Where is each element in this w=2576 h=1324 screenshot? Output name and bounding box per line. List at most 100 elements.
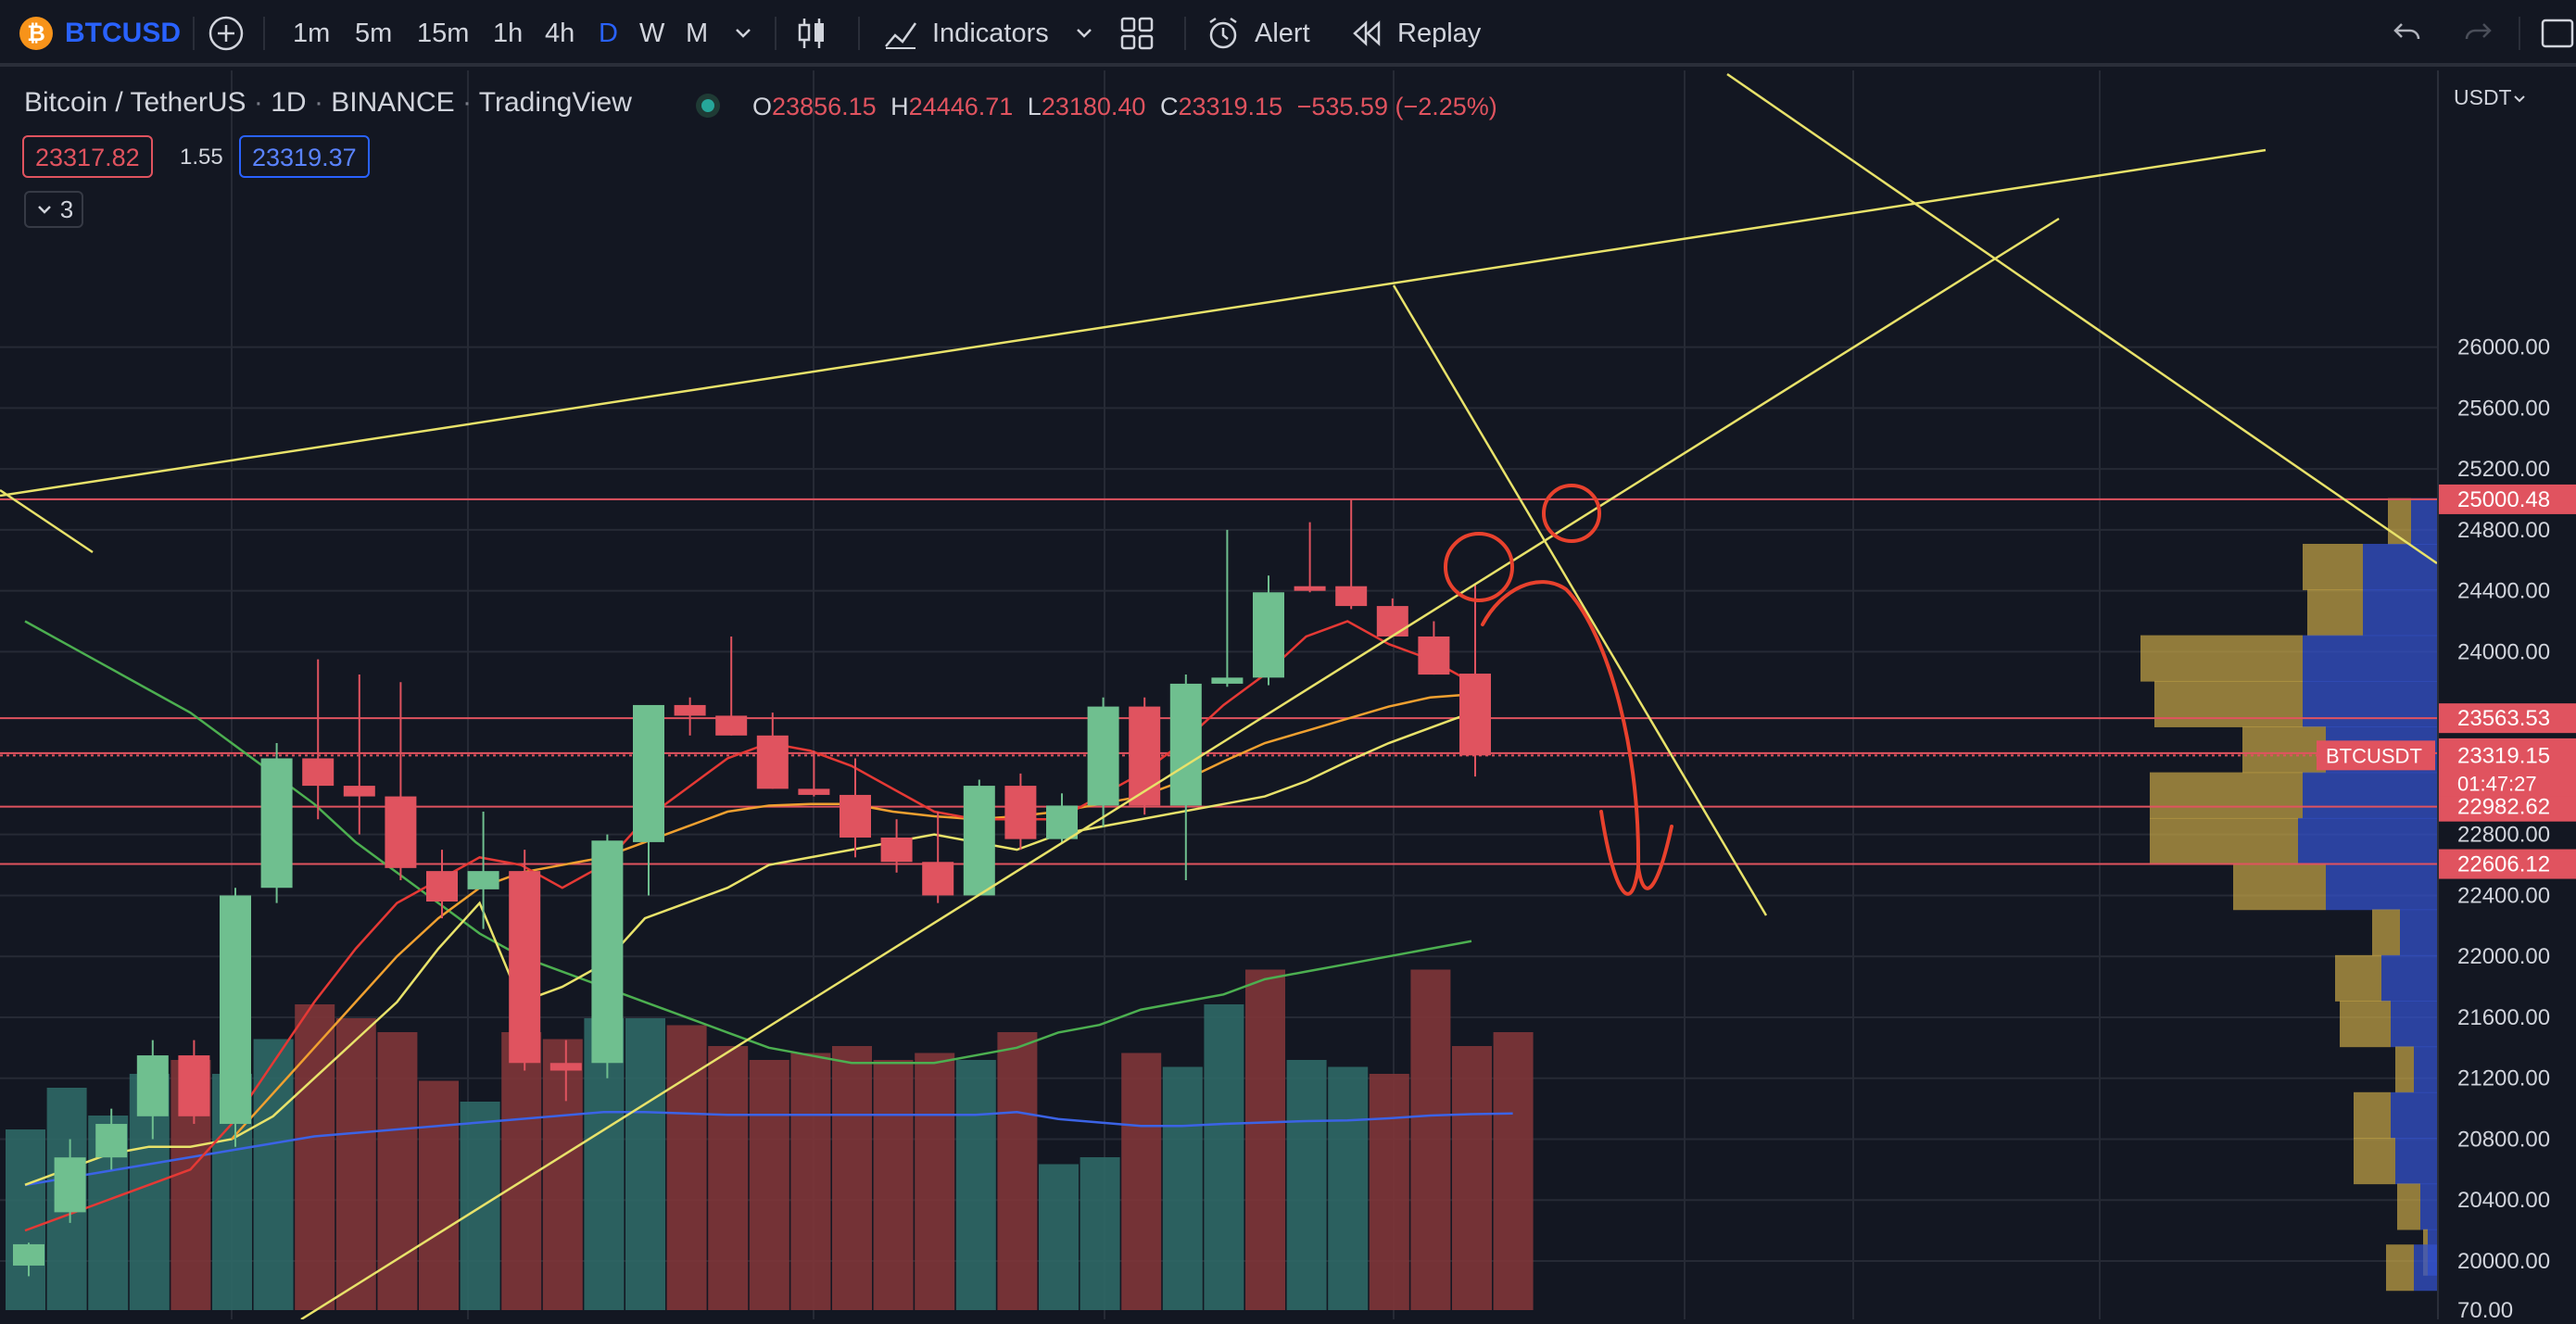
low-label: L xyxy=(1027,93,1042,120)
replay-button[interactable]: Replay xyxy=(1349,0,1481,67)
candle-body xyxy=(178,1055,210,1116)
interval-1d[interactable]: D xyxy=(599,18,618,48)
price-tick-label: 21600.00 xyxy=(2457,1005,2550,1030)
current-price-label: 23319.15 xyxy=(2457,743,2550,768)
trendline xyxy=(0,488,94,554)
volume-bar xyxy=(377,1032,418,1310)
candle-body xyxy=(136,1055,169,1116)
volume-bar xyxy=(790,1053,831,1310)
volume-profile-bar-up xyxy=(2303,772,2437,819)
interval-4h[interactable]: 4h xyxy=(545,18,575,48)
volume-profile-bar-up xyxy=(2414,1244,2437,1292)
symbol-search-button[interactable]: ₿ BTCUSD xyxy=(19,0,181,67)
volume-profile-bar-up xyxy=(2395,1138,2437,1185)
volume-profile-bar-up xyxy=(2303,635,2437,682)
volume-profile-bar-up xyxy=(2391,1091,2437,1139)
market-status-icon[interactable] xyxy=(691,89,725,122)
volume-profile-bar-value xyxy=(2303,543,2363,590)
volume-profile-bar-up xyxy=(2391,1001,2437,1048)
interval-dropdown-button[interactable] xyxy=(730,0,756,67)
candle-body xyxy=(1418,636,1450,675)
top-toolbar: ₿ BTCUSD 1m 5m 15m 1h 4h D W M Indicator… xyxy=(0,0,2576,67)
candle-body xyxy=(1004,786,1037,839)
volume-profile-bar-value xyxy=(2150,772,2303,819)
layout-icon xyxy=(2541,19,2574,48)
price-tick-label: 25600.00 xyxy=(2457,396,2550,421)
interval-1mo[interactable]: M xyxy=(686,18,709,48)
volume-bar xyxy=(1410,969,1451,1310)
price-tick-label: 24400.00 xyxy=(2457,579,2550,604)
indicators-button[interactable]: Indicators xyxy=(882,0,1049,67)
candle-body xyxy=(13,1243,44,1266)
interval-1m[interactable]: 1m xyxy=(293,18,331,48)
price-axis[interactable]: 26000.00 25600.00 25200.00 24800.00 24400.00… xyxy=(2437,70,2576,1323)
candle-body xyxy=(260,758,293,889)
volume-profile-bar-value xyxy=(2395,1046,2414,1093)
alert-button[interactable]: Alert xyxy=(1205,0,1310,67)
indicators-count: 3 xyxy=(59,195,74,223)
volume-profile-bar-value xyxy=(2372,909,2400,956)
spread-value: 1.55 xyxy=(180,145,223,170)
indicators-dropdown-button[interactable] xyxy=(1071,0,1097,67)
chart-type-button[interactable] xyxy=(793,0,830,67)
volume-bar xyxy=(915,1053,955,1310)
volume-bar xyxy=(1328,1066,1369,1310)
legend-dot: · xyxy=(253,87,271,118)
volume-bar xyxy=(749,1060,789,1310)
change-value: −535.59 (−2.25%) xyxy=(1296,93,1497,120)
interval-5m[interactable]: 5m xyxy=(355,18,393,48)
close-value: 23319.15 xyxy=(1178,93,1283,120)
legend-source: TradingView xyxy=(478,87,632,118)
trendline xyxy=(1726,72,2437,565)
volume-bar xyxy=(625,1018,665,1310)
candle-body xyxy=(591,840,624,1064)
currency-label: USDT xyxy=(2454,85,2512,109)
redo-button[interactable] xyxy=(2461,0,2494,67)
volume-bar xyxy=(997,1032,1038,1310)
undo-button[interactable] xyxy=(2391,0,2424,67)
interval-1w[interactable]: W xyxy=(639,18,665,48)
indicators-collapse-button[interactable]: 3 xyxy=(24,191,83,228)
currency-selector[interactable]: USDT xyxy=(2454,85,2527,110)
price-tick-label: 70.00 xyxy=(2457,1298,2513,1319)
trendline xyxy=(300,217,2060,1319)
current-price-box xyxy=(2439,740,2576,797)
volume-profile-bar-value xyxy=(2335,954,2381,1002)
volume-profile-bar-value xyxy=(2386,1244,2414,1292)
level-price-box xyxy=(2439,849,2576,879)
current-symbol-label: BTCUSDT xyxy=(2326,744,2422,767)
volume-profile-bar-up xyxy=(2414,1046,2437,1093)
interval-15m[interactable]: 15m xyxy=(417,18,470,48)
candle-body xyxy=(963,786,995,896)
level-price-box xyxy=(2439,791,2576,822)
interval-1h[interactable]: 1h xyxy=(493,18,524,48)
level-price-label: 22982.62 xyxy=(2457,795,2550,820)
replay-icon xyxy=(1353,20,1381,46)
legend-dot: · xyxy=(461,87,479,118)
volume-bar xyxy=(584,1018,625,1310)
legend-title[interactable]: Bitcoin / TetherUS xyxy=(24,87,246,118)
chart-pane[interactable]: BTCUSDT Bitcoin / TetherUS · 1D · BINANC… xyxy=(0,70,2437,1319)
countdown-label: 01:47:27 xyxy=(2457,772,2537,795)
layout-button[interactable] xyxy=(2539,0,2576,67)
alert-icon xyxy=(1209,17,1237,49)
high-label: H xyxy=(890,93,909,120)
add-symbol-icon xyxy=(208,16,244,51)
templates-button[interactable] xyxy=(1119,0,1155,67)
annotation-circle xyxy=(1542,484,1601,543)
candle-body xyxy=(1335,586,1368,607)
candle-body xyxy=(674,704,706,716)
volume-bar xyxy=(419,1080,459,1310)
buy-price-button[interactable]: 23319.37 xyxy=(239,135,370,178)
volume-bar xyxy=(873,1060,914,1310)
volume-profile-bar-up xyxy=(2363,543,2437,590)
add-symbol-button[interactable] xyxy=(208,0,245,67)
price-chart[interactable]: BTCUSDT xyxy=(0,70,2437,1319)
sell-price-button[interactable]: 23317.82 xyxy=(22,135,153,178)
volume-bar xyxy=(1245,969,1285,1310)
price-tick-label: 20800.00 xyxy=(2457,1127,2550,1152)
price-axis-scale[interactable]: 26000.00 25600.00 25200.00 24800.00 24400.00… xyxy=(2439,70,2576,1323)
candle-body xyxy=(509,871,541,1064)
high-value: 24446.71 xyxy=(908,93,1014,120)
open-label: O xyxy=(752,93,773,120)
